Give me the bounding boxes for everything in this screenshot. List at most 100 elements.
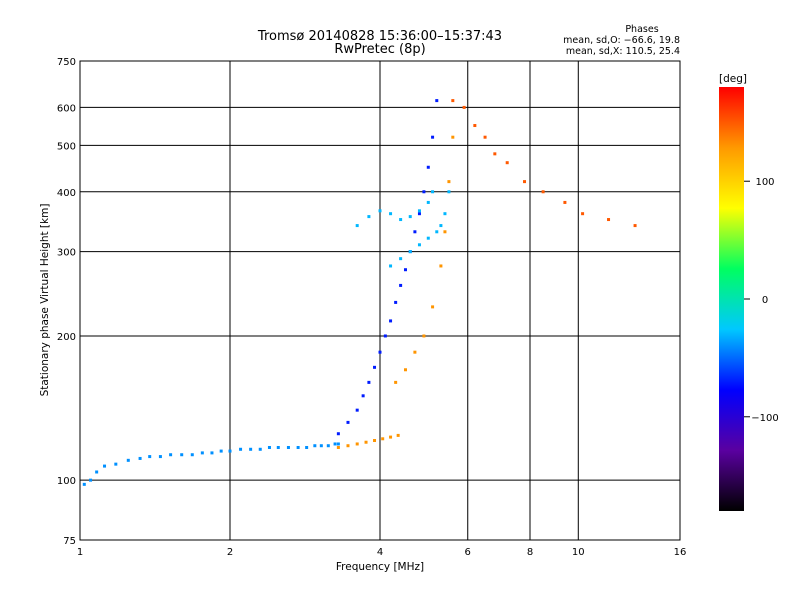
- data-point: [403, 368, 407, 372]
- data-point: [408, 215, 412, 219]
- data-point: [581, 212, 585, 216]
- x-tick-label: 10: [572, 547, 585, 558]
- data-point: [473, 124, 477, 128]
- data-point: [346, 444, 350, 448]
- data-point: [378, 209, 382, 213]
- data-point: [443, 212, 447, 216]
- phase-stats-o: mean, sd,O: −66.6, 19.8: [563, 35, 680, 46]
- data-point: [249, 447, 253, 451]
- data-point: [451, 99, 455, 103]
- data-point: [333, 442, 337, 446]
- data-point: [426, 236, 430, 240]
- data-point: [389, 264, 393, 268]
- grid-lines: [80, 61, 680, 540]
- data-point: [426, 200, 430, 204]
- data-point: [633, 224, 637, 228]
- data-point: [435, 230, 439, 234]
- data-point: [447, 180, 451, 184]
- data-point: [399, 218, 403, 222]
- axis-ticks: 1 2 4 6 8 10 16 75 100 200 300 400 500 600 750: [57, 57, 686, 558]
- data-point: [305, 445, 309, 449]
- data-point: [422, 190, 426, 194]
- y-tick-label: 75: [63, 536, 76, 547]
- data-point: [219, 449, 223, 453]
- data-point: [493, 152, 497, 156]
- data-point: [413, 350, 417, 354]
- y-tick-label: 200: [57, 332, 76, 343]
- data-point: [267, 445, 271, 449]
- data-point: [607, 218, 611, 222]
- data-points: [82, 99, 637, 486]
- y-tick-label: 750: [57, 57, 76, 68]
- data-point: [138, 456, 142, 460]
- data-point: [399, 283, 403, 287]
- data-point: [82, 482, 86, 486]
- x-tick-label: 8: [527, 547, 533, 558]
- data-point: [389, 319, 393, 323]
- data-point: [355, 224, 359, 228]
- data-point: [417, 243, 421, 247]
- data-point: [394, 300, 398, 304]
- phase-colorbar: [deg] 100 0 −100: [719, 73, 779, 511]
- data-point: [210, 451, 214, 455]
- x-tick-label: 1: [77, 547, 83, 558]
- data-point: [258, 447, 262, 451]
- data-point: [505, 161, 509, 165]
- data-point: [319, 444, 323, 448]
- data-point: [373, 439, 377, 443]
- data-point: [439, 224, 443, 228]
- colorbar-label: [deg]: [719, 73, 747, 85]
- data-point: [180, 453, 184, 457]
- data-point: [367, 380, 371, 384]
- data-point: [286, 445, 290, 449]
- x-axis-label: Frequency [MHz]: [336, 561, 424, 573]
- data-point: [378, 350, 382, 354]
- x-tick-label: 2: [227, 547, 233, 558]
- data-point: [296, 445, 300, 449]
- x-tick-label: 16: [674, 547, 687, 558]
- plot-area: 1 2 4 6 8 10 16 75 100 200 300 400 500 600 750: [57, 57, 686, 558]
- data-point: [114, 462, 118, 466]
- data-point: [381, 437, 385, 441]
- data-point: [190, 453, 194, 457]
- data-point: [451, 135, 455, 139]
- data-point: [326, 444, 330, 448]
- x-tick-label: 4: [377, 547, 383, 558]
- y-tick-label: 500: [57, 141, 76, 152]
- data-point: [563, 200, 567, 204]
- data-point: [413, 230, 417, 234]
- data-point: [158, 455, 162, 459]
- data-point: [126, 458, 130, 462]
- data-point: [89, 478, 93, 482]
- y-tick-label: 400: [57, 188, 76, 199]
- data-point: [367, 215, 371, 219]
- data-point: [346, 420, 350, 424]
- data-point: [276, 445, 280, 449]
- data-point: [523, 180, 527, 184]
- colorbar-tick-label: 0: [762, 295, 768, 306]
- data-point: [313, 444, 317, 448]
- y-axis-label: Stationary phase Virtual Height [km]: [39, 204, 51, 397]
- data-point: [361, 394, 365, 398]
- data-point: [443, 230, 447, 234]
- chart-subtitle: RwPretec (8p): [334, 42, 425, 57]
- data-point: [355, 408, 359, 412]
- colorbar-ticks: 100 0 −100: [744, 177, 779, 424]
- phase-stats-x: mean, sd,X: 110.5, 25.4: [566, 46, 680, 57]
- y-tick-label: 300: [57, 248, 76, 259]
- data-point: [148, 455, 152, 459]
- data-point: [355, 442, 359, 446]
- data-point: [336, 445, 340, 449]
- data-point: [200, 451, 204, 455]
- data-point: [483, 135, 487, 139]
- data-point: [417, 212, 421, 216]
- data-point: [95, 470, 99, 474]
- data-point: [228, 449, 232, 453]
- data-point: [408, 250, 412, 254]
- data-point: [439, 264, 443, 268]
- data-point: [447, 190, 451, 194]
- colorbar-tick-label: 100: [755, 177, 774, 188]
- data-point: [435, 99, 439, 103]
- data-point: [426, 165, 430, 169]
